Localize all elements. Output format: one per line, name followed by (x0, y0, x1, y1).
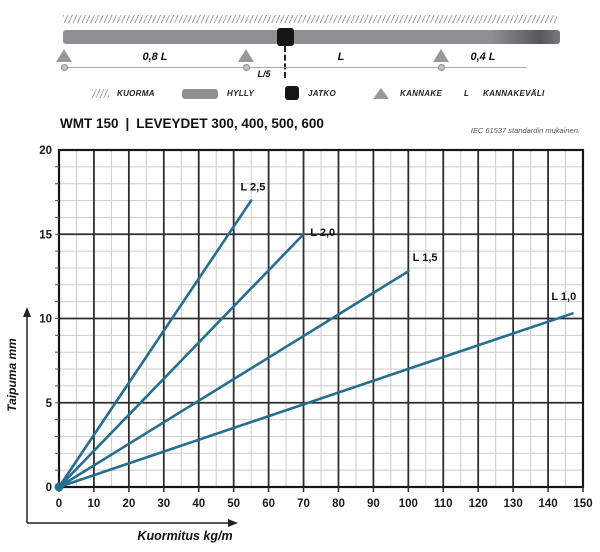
span-marker-right (438, 64, 445, 71)
legend-label-kuorma: KUORMA (117, 89, 155, 98)
series-line-L-1-5 (57, 270, 410, 489)
joint-square (277, 28, 294, 46)
axis-arrows (23, 307, 238, 527)
svg-text:40: 40 (192, 498, 205, 510)
series-line-L-2-0 (57, 232, 305, 489)
load-hatch-icon (92, 89, 109, 98)
svg-text:0: 0 (46, 482, 52, 494)
model-name: WMT 150 (60, 116, 119, 131)
svg-text:30: 30 (157, 498, 170, 510)
legend-symbol-L: L (464, 89, 470, 98)
svg-text:0: 0 (56, 498, 62, 510)
shelf-bar (63, 30, 560, 44)
svg-text:20: 20 (39, 145, 52, 157)
span-label-mid: L (337, 51, 345, 63)
svg-text:100: 100 (399, 498, 418, 510)
svg-text:10: 10 (88, 498, 101, 510)
joint-offset-label: L/5 (257, 69, 271, 79)
x-tick-labels: 0 10 20 30 40 50 60 70 80 90 100 110 120 130 140 150 (56, 498, 593, 510)
svg-text:70: 70 (297, 498, 310, 510)
series-lines (57, 199, 574, 489)
legend-label-kannake: KANNAKE (400, 89, 443, 98)
deflection-chart: 0 10 20 30 40 50 60 70 80 90 100 110 120 130 140 150 0 5 1… (5, 145, 593, 543)
svg-text:140: 140 (538, 498, 557, 510)
span-label-left: 0,8 L (142, 51, 168, 63)
svg-text:50: 50 (227, 498, 240, 510)
joint-square-icon (285, 86, 299, 100)
y-axis-title: Taipuma mm (5, 338, 19, 412)
support-triangle-left (56, 49, 72, 62)
y-tick-labels: 0 5 10 15 20 (39, 145, 52, 494)
span-label-right: 0,4 L (470, 51, 496, 63)
series-label-L-2-5: L 2,5 (240, 181, 265, 193)
svg-text:20: 20 (122, 498, 135, 510)
support-triangle-right (433, 49, 449, 62)
widths-title: LEVEYDET 300, 400, 500, 600 (136, 116, 324, 131)
title-separator: | (125, 116, 130, 131)
series-line-L-1-0 (57, 312, 574, 489)
support-triangle-icon (373, 88, 389, 99)
legend-label-kannakevali: KANNAKEVÄLI (483, 89, 545, 98)
x-axis-title: Kuormitus kg/m (137, 529, 232, 543)
svg-text:5: 5 (46, 398, 53, 410)
origin-dot (54, 482, 64, 492)
grid-major (59, 150, 583, 487)
support-triangle-mid (238, 49, 254, 62)
svg-text:120: 120 (469, 498, 488, 510)
svg-text:90: 90 (367, 498, 380, 510)
legend-label-hylly: HYLLY (227, 89, 255, 98)
svg-text:80: 80 (332, 498, 345, 510)
series-label-L-2-0: L 2,0 (310, 227, 335, 239)
shelf-bar-icon (182, 89, 218, 99)
svg-text:110: 110 (434, 498, 453, 510)
series-label-L-1-5: L 1,5 (413, 252, 438, 264)
standard-note: IEC 61537 standardin mukainen. (470, 126, 580, 135)
svg-text:10: 10 (39, 314, 52, 326)
load-hatch (63, 15, 557, 23)
span-marker-mid (243, 64, 250, 71)
series-label-L-1-0: L 1,0 (551, 291, 576, 303)
svg-text:15: 15 (39, 229, 52, 241)
axis-ticks (55, 166, 584, 492)
svg-text:60: 60 (262, 498, 275, 510)
joint-dashed-line (284, 46, 286, 78)
span-marker-left (61, 64, 68, 71)
legend-label-jatko: JATKO (308, 89, 337, 98)
series-labels: L 2,5 L 2,0 L 1,5 L 1,0 (240, 181, 576, 303)
series-line-L-2-5 (57, 199, 253, 489)
svg-text:130: 130 (504, 498, 523, 510)
page-title: WMT 150 | LEVEYDET 300, 400, 500, 600 (60, 116, 324, 131)
dimension-line (63, 67, 527, 68)
svg-text:150: 150 (573, 498, 592, 510)
